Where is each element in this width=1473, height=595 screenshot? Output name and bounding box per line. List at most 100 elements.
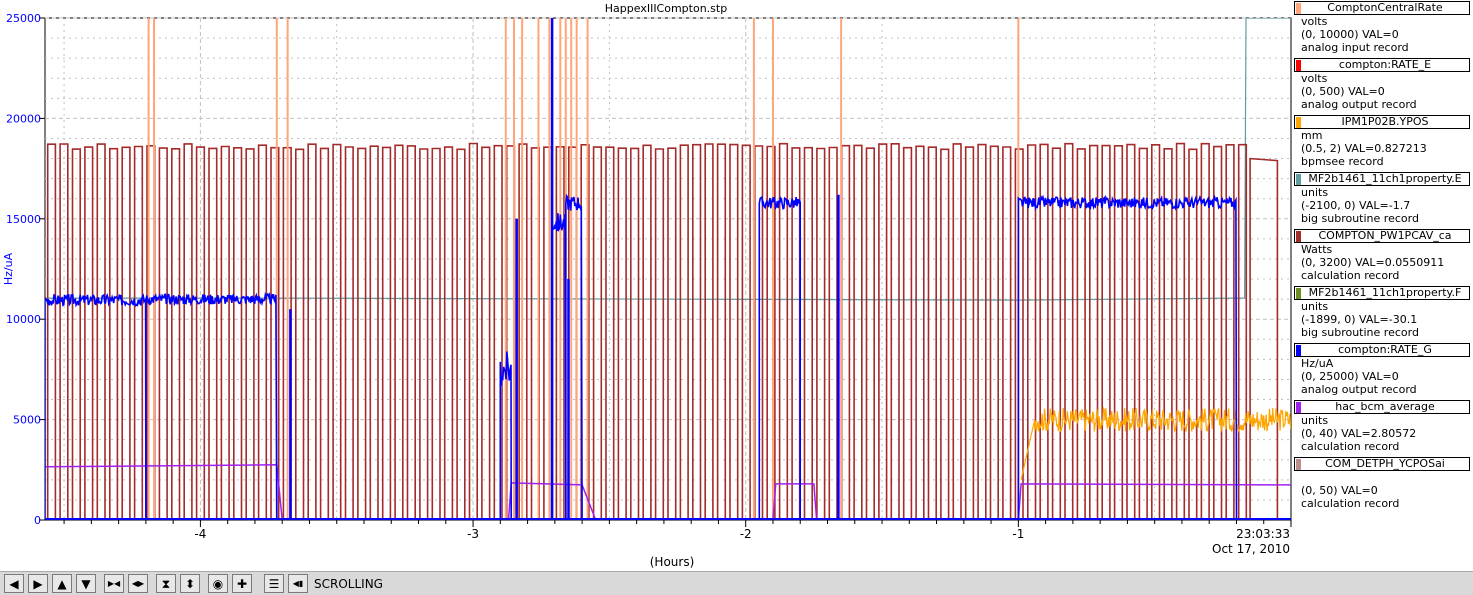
scroll-status: SCROLLING — [314, 577, 383, 591]
x-axis-label: (Hours) — [650, 555, 695, 569]
legend-entry-name[interactable]: compton:RATE_E — [1294, 58, 1470, 72]
arrow-right-button[interactable]: ▶ — [28, 574, 48, 593]
legend-entry-name[interactable]: MF2b1461_11ch1property.E — [1294, 172, 1470, 186]
x-tick-label: -4 — [194, 527, 206, 541]
legend-range: (0.5, 2) VAL=0.827213 — [1301, 142, 1427, 155]
legend-entry-name[interactable]: IPM1P02B.YPOS — [1294, 115, 1470, 129]
legend-entry[interactable]: hac_bcm_average units (0, 40) VAL=2.80572 c… — [1294, 399, 1473, 456]
legend-record: calculation record — [1301, 440, 1400, 453]
arrow-left-button[interactable]: ◀ — [4, 574, 24, 593]
grid-lines — [45, 17, 1291, 520]
series-compton-rate-g — [499, 351, 512, 520]
legend-units: Hz/uA — [1301, 357, 1334, 370]
legend-color-swatch — [1296, 345, 1301, 356]
legend-color-swatch — [1296, 3, 1301, 14]
legend-range: (0, 40) VAL=2.80572 — [1301, 427, 1417, 440]
legend-range: (0, 3200) VAL=0.0550911 — [1301, 256, 1445, 269]
series-layer — [45, 18, 1291, 520]
legend-entry[interactable]: compton:RATE_E volts (0, 500) VAL=0 analog … — [1294, 57, 1473, 114]
zoom-out-y-icon: ⬍ — [184, 576, 196, 591]
legend-units: mm — [1301, 129, 1323, 142]
legend-entry[interactable]: IPM1P02B.YPOS mm (0.5, 2) VAL=0.827213 bpms… — [1294, 114, 1473, 171]
legend-units: volts — [1301, 72, 1328, 85]
series-compton-rate-g — [1017, 194, 1238, 520]
auto-scale-button[interactable]: ◉ — [208, 574, 228, 593]
legend-range: (0, 10000) VAL=0 — [1301, 28, 1399, 41]
zoom-in-y-button[interactable]: ⧗ — [156, 574, 176, 593]
legend-record: big subroutine record — [1301, 326, 1419, 339]
series-compton-rate-g — [145, 291, 278, 520]
arrow-up-button[interactable]: ▲ — [52, 574, 72, 593]
zoom-in-y-icon: ⧗ — [161, 576, 171, 591]
strip-chart[interactable]: HappexIIICompton.stp 0 5000 10000 15000 2000… — [0, 0, 1294, 571]
legend-entry[interactable]: MF2b1461_11ch1property.F units (-1899, 0) … — [1294, 285, 1473, 342]
y-tick-label: 0 — [34, 514, 41, 527]
legend-range: (0, 500) VAL=0 — [1301, 85, 1385, 98]
legend-units: units — [1301, 186, 1329, 199]
zoom-out-x-button[interactable]: ◀▶ — [128, 574, 148, 593]
legend-color-swatch — [1296, 402, 1301, 413]
auto-scale-icon: ◉ — [212, 576, 224, 591]
x-tick-label: -3 — [467, 527, 479, 541]
legend-range: (0, 25000) VAL=0 — [1301, 370, 1399, 383]
add-button[interactable]: ✚ — [232, 574, 252, 593]
legend-record: calculation record — [1301, 497, 1400, 510]
legend-range: (-1899, 0) VAL=-30.1 — [1301, 313, 1418, 326]
y-tick-label: 10000 — [6, 313, 41, 326]
series-compton-rate-g — [758, 195, 801, 520]
legend-color-swatch — [1296, 288, 1301, 299]
legend-entry[interactable]: compton:RATE_G Hz/uA (0, 25000) VAL=0 analo… — [1294, 342, 1473, 399]
zoom-in-x-button[interactable]: ▶◀ — [104, 574, 124, 593]
y-tick-label: 15000 — [6, 213, 41, 226]
y-tick-label: 5000 — [13, 414, 41, 427]
config-button[interactable]: ☰ — [264, 574, 284, 593]
chart-title: HappexIIICompton.stp — [605, 2, 727, 15]
legend-record: calculation record — [1301, 269, 1400, 282]
legend-units: volts — [1301, 15, 1328, 28]
legend-entry[interactable]: ComptonCentralRate volts (0, 10000) VAL=0 a… — [1294, 0, 1473, 57]
config-icon: ☰ — [268, 576, 280, 591]
legend-units: units — [1301, 414, 1329, 427]
add-icon: ✚ — [236, 576, 248, 591]
legend-color-swatch — [1296, 174, 1301, 185]
legend-entry-name[interactable]: MF2b1461_11ch1property.F — [1294, 286, 1470, 300]
series-compton-rate-g — [551, 213, 567, 520]
zoom-out-x-icon: ◀▶ — [131, 578, 145, 588]
y-tick-label: 20000 — [6, 112, 41, 125]
legend-record: analog output record — [1301, 383, 1417, 396]
series-compton-rate-g — [565, 193, 583, 520]
zoom-out-y-button[interactable]: ⬍ — [180, 574, 200, 593]
toolbar: ◀ ▶ ▲ ▼ ▶◀ ◀▶ ⧗ ⬍ ◉ ✚ ☰ ◀▮ SCROLLING — [0, 571, 1473, 595]
legend-units: Watts — [1301, 243, 1333, 256]
arrow-down-button[interactable]: ▼ — [76, 574, 96, 593]
scroll-end-button[interactable]: ◀▮ — [288, 574, 308, 593]
arrow-down-icon: ▼ — [81, 576, 91, 591]
legend-entry-name[interactable]: compton:RATE_G — [1294, 343, 1470, 357]
series-ipm1p02b-ypos — [1020, 405, 1291, 480]
axes: 0 5000 10000 15000 20000 25000 -4 -3 -2 -1 — [6, 12, 1292, 541]
zoom-in-x-icon: ▶◀ — [107, 578, 121, 588]
legend-range: (0, 50) VAL=0 — [1301, 484, 1378, 497]
scroll-end-icon: ◀▮ — [292, 578, 304, 588]
legend-entry-name[interactable]: hac_bcm_average — [1294, 400, 1470, 414]
series-compton-rate-g — [45, 293, 147, 520]
x-tick-label: -2 — [740, 527, 752, 541]
legend-record: big subroutine record — [1301, 212, 1419, 225]
arrow-up-icon: ▲ — [57, 576, 67, 591]
legend-units: units — [1301, 300, 1329, 313]
series-compton-pw1pcav-ca — [45, 142, 1291, 520]
legend-color-swatch — [1296, 117, 1301, 128]
legend-record: bpmsee record — [1301, 155, 1384, 168]
end-date-label: Oct 17, 2010 — [1212, 542, 1290, 556]
y-tick-label: 25000 — [6, 12, 41, 25]
legend-entry-name[interactable]: ComptonCentralRate — [1294, 1, 1470, 15]
legend-entry[interactable]: COMPTON_PW1PCAV_ca Watts (0, 3200) VAL=0.0… — [1294, 228, 1473, 285]
legend-entry-name[interactable]: COMPTON_PW1PCAV_ca — [1294, 229, 1470, 243]
arrow-left-icon: ◀ — [9, 576, 19, 591]
y-axis-label: Hz/uA — [2, 252, 15, 285]
legend-entry[interactable]: COM_DETPH_YCPOSai (0, 50) VAL=0 calculatio… — [1294, 456, 1473, 513]
legend-entry[interactable]: MF2b1461_11ch1property.E units (-2100, 0) … — [1294, 171, 1473, 228]
legend-panel: ComptonCentralRate volts (0, 10000) VAL=0 a… — [1294, 0, 1473, 570]
legend-entry-name[interactable]: COM_DETPH_YCPOSai — [1294, 457, 1470, 471]
legend-color-swatch — [1296, 459, 1301, 470]
